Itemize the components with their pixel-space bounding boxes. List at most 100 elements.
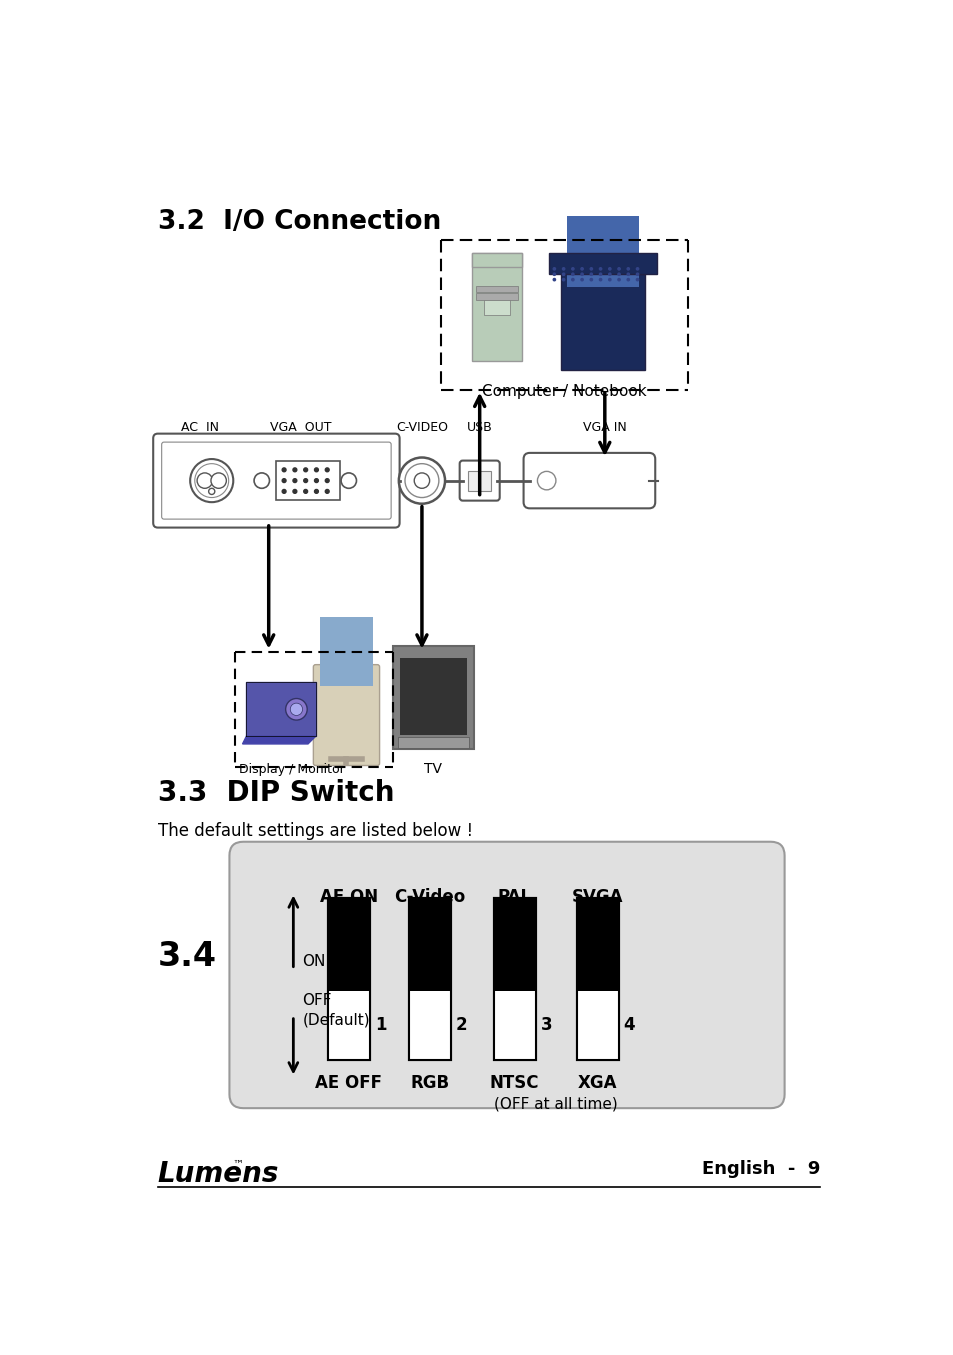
FancyBboxPatch shape <box>523 453 655 508</box>
Circle shape <box>590 274 592 275</box>
Text: 3: 3 <box>540 1016 552 1034</box>
Circle shape <box>314 467 318 472</box>
Circle shape <box>314 478 318 482</box>
Circle shape <box>590 268 592 270</box>
Bar <box>577 991 618 1060</box>
Circle shape <box>571 274 574 275</box>
Bar <box>397 737 469 748</box>
Bar <box>493 991 536 1060</box>
Text: NTSC: NTSC <box>489 1073 538 1092</box>
Circle shape <box>626 274 629 275</box>
Circle shape <box>341 473 356 488</box>
Bar <box>560 274 644 370</box>
Bar <box>577 898 618 991</box>
Text: 4: 4 <box>623 1016 635 1034</box>
Bar <box>399 659 467 736</box>
Circle shape <box>571 268 574 270</box>
FancyBboxPatch shape <box>313 665 379 766</box>
Bar <box>483 299 510 316</box>
Text: 3.4: 3.4 <box>157 940 216 973</box>
Circle shape <box>571 279 574 280</box>
Text: 2: 2 <box>456 1016 467 1034</box>
Circle shape <box>562 279 564 280</box>
Text: 3.2  I/O Connection: 3.2 I/O Connection <box>157 209 440 234</box>
Circle shape <box>282 467 286 472</box>
Bar <box>472 253 521 267</box>
Circle shape <box>562 274 564 275</box>
Text: ON: ON <box>302 954 326 969</box>
Circle shape <box>197 473 213 488</box>
Circle shape <box>598 279 601 280</box>
Text: ™: ™ <box>233 1160 243 1169</box>
Circle shape <box>190 459 233 503</box>
Circle shape <box>285 699 307 720</box>
Bar <box>548 252 656 274</box>
Text: TV: TV <box>424 762 442 775</box>
Circle shape <box>580 268 582 270</box>
Circle shape <box>293 489 296 493</box>
Bar <box>493 898 536 1060</box>
Circle shape <box>562 268 564 270</box>
Text: Display / Monitor: Display / Monitor <box>238 763 344 776</box>
Circle shape <box>293 467 296 472</box>
Bar <box>577 898 618 1060</box>
Circle shape <box>598 268 601 270</box>
Bar <box>328 991 370 1060</box>
Text: C-VIDEO: C-VIDEO <box>395 420 448 434</box>
Text: The default settings are listed below !: The default settings are listed below ! <box>157 821 473 840</box>
Bar <box>328 898 370 991</box>
Circle shape <box>209 488 214 495</box>
Circle shape <box>405 463 438 497</box>
FancyBboxPatch shape <box>276 461 339 500</box>
Circle shape <box>580 274 582 275</box>
Circle shape <box>553 274 555 275</box>
Circle shape <box>590 279 592 280</box>
Circle shape <box>303 489 307 493</box>
Bar <box>409 991 451 1060</box>
Circle shape <box>618 268 619 270</box>
Circle shape <box>608 279 610 280</box>
Circle shape <box>325 489 329 493</box>
Circle shape <box>626 279 629 280</box>
FancyBboxPatch shape <box>229 841 783 1108</box>
Text: OFF
(Default): OFF (Default) <box>302 993 370 1027</box>
Text: RGB: RGB <box>410 1073 449 1092</box>
Text: Lumens: Lumens <box>157 1160 279 1188</box>
Circle shape <box>414 473 429 488</box>
Text: 3.3  DIP Switch: 3.3 DIP Switch <box>157 779 394 806</box>
Circle shape <box>282 489 286 493</box>
Text: AC  IN: AC IN <box>181 420 219 434</box>
Circle shape <box>608 274 610 275</box>
Circle shape <box>303 478 307 482</box>
Circle shape <box>598 274 601 275</box>
Bar <box>319 617 373 686</box>
Circle shape <box>398 458 444 504</box>
Bar <box>577 898 618 1060</box>
FancyBboxPatch shape <box>393 646 473 749</box>
Text: AE ON: AE ON <box>319 888 377 906</box>
FancyBboxPatch shape <box>468 470 491 491</box>
Text: SVGA: SVGA <box>571 888 622 906</box>
Polygon shape <box>242 736 315 744</box>
Bar <box>409 898 451 991</box>
Circle shape <box>608 268 610 270</box>
Circle shape <box>580 279 582 280</box>
Circle shape <box>618 279 619 280</box>
Circle shape <box>325 467 329 472</box>
Bar <box>566 217 639 287</box>
Bar <box>328 898 370 1060</box>
Circle shape <box>194 463 229 497</box>
Text: English  -  9: English - 9 <box>700 1160 820 1177</box>
Circle shape <box>314 489 318 493</box>
Bar <box>493 898 536 991</box>
Circle shape <box>303 467 307 472</box>
Circle shape <box>290 703 302 715</box>
FancyBboxPatch shape <box>161 442 391 519</box>
FancyBboxPatch shape <box>459 461 499 500</box>
Text: AE OFF: AE OFF <box>314 1073 382 1092</box>
FancyBboxPatch shape <box>153 434 399 527</box>
Bar <box>409 898 451 1060</box>
Circle shape <box>211 473 226 488</box>
Bar <box>476 286 517 291</box>
Text: PAL: PAL <box>497 888 531 906</box>
